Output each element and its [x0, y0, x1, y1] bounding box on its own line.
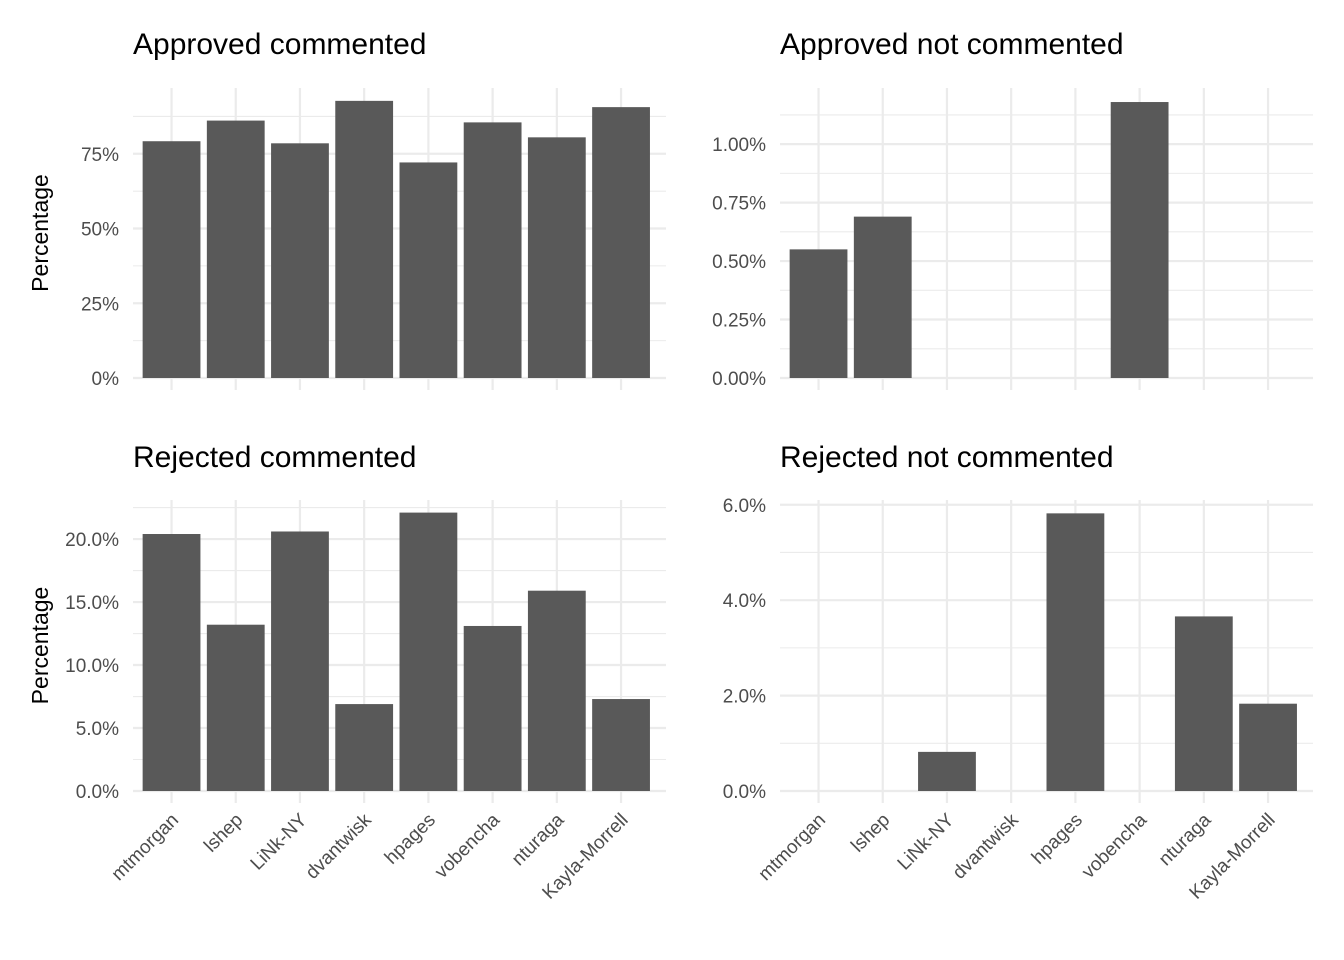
panel-title: Rejected commented — [133, 441, 416, 474]
panel-2: 0.00% 0.25% 0.50% 0.75% 1.00% Approved not co… — [712, 28, 1313, 390]
x-tick-label: mtmorgan — [755, 810, 830, 885]
bar-nturaga — [1174, 616, 1233, 791]
bar-vobencha — [463, 122, 522, 378]
y-tick-label: 0.75% — [712, 194, 766, 215]
panel-4: 0.0% 2.0% 4.0% 6.0% mtmorgan lshep LiNk-NYdvan… — [723, 441, 1313, 904]
bar-nturaga — [527, 137, 586, 378]
bar-Kayla-Morrell — [1239, 703, 1297, 791]
x-tick-label: lshep — [847, 810, 894, 857]
x-tick-label: mtmorgan — [108, 810, 183, 885]
bar-vobencha — [1110, 102, 1169, 378]
y-tick-label: 5.0% — [76, 719, 119, 740]
x-tick-label: nturaga — [1155, 809, 1216, 870]
y-axis-title: Percentage — [27, 174, 53, 292]
bar-LiNk-NY — [918, 751, 976, 791]
bar-LiNk-NY — [271, 143, 329, 378]
y-tick-label: 50% — [81, 220, 119, 241]
y-tick-label: 25% — [81, 294, 119, 315]
y-tick-label: 0.25% — [712, 311, 766, 332]
x-tick-label: vobencha — [1078, 809, 1151, 882]
y-tick-label: 20.0% — [65, 530, 119, 551]
y-tick-label: 0.0% — [723, 782, 766, 803]
x-tick-label: nturaga — [508, 809, 569, 870]
bar-lshep — [853, 216, 912, 378]
panel-title: Approved not commented — [780, 28, 1124, 61]
y-tick-label: 0.50% — [712, 252, 766, 273]
y-tick-label: 4.0% — [723, 591, 766, 612]
bar-mtmorgan — [789, 249, 848, 378]
panel-title: Rejected not commented — [780, 441, 1114, 474]
bar-hpages — [399, 162, 458, 378]
y-tick-label: 0.0% — [76, 782, 119, 803]
bar-mtmorgan — [142, 141, 201, 378]
y-tick-label: 6.0% — [723, 496, 766, 517]
x-tick-label: dvantwisk — [949, 809, 1023, 883]
y-tick-label: 0.00% — [712, 369, 766, 390]
bar-vobencha — [463, 625, 522, 791]
bar-mtmorgan — [142, 534, 201, 791]
panel-1: 0% 25% 50% 75% Approved commented Percentage — [27, 28, 666, 390]
panel-title: Approved commented — [133, 28, 427, 61]
bar-dvantwisk — [335, 704, 394, 791]
x-tick-label: LiNk-NY — [247, 809, 312, 874]
bar-Kayla-Morrell — [592, 107, 650, 378]
bar-hpages — [1046, 513, 1105, 791]
x-tick-label: dvantwisk — [302, 809, 376, 883]
panel-3: 0.0% 5.0% 10.0% 15.0% 20.0% mtmorgan lshep LiNk… — [27, 441, 666, 904]
y-tick-label: 0% — [92, 369, 120, 390]
y-tick-label: 10.0% — [65, 656, 119, 677]
y-tick-label: 75% — [81, 145, 119, 166]
x-tick-label: hpages — [1028, 810, 1087, 869]
x-tick-label: hpages — [381, 810, 440, 869]
x-tick-label: lshep — [200, 810, 247, 857]
y-tick-label: 1.00% — [712, 135, 766, 156]
y-axis-title: Percentage — [27, 587, 53, 705]
y-tick-label: 15.0% — [65, 593, 119, 614]
y-tick-label: 2.0% — [723, 687, 766, 708]
x-tick-label: vobencha — [431, 809, 504, 882]
bar-lshep — [206, 624, 265, 791]
bar-LiNk-NY — [271, 531, 329, 791]
bar-hpages — [399, 512, 458, 791]
x-tick-label: LiNk-NY — [894, 809, 959, 874]
bar-nturaga — [527, 590, 586, 791]
bar-Kayla-Morrell — [592, 699, 650, 791]
bar-dvantwisk — [335, 100, 394, 379]
bar-lshep — [206, 120, 265, 378]
